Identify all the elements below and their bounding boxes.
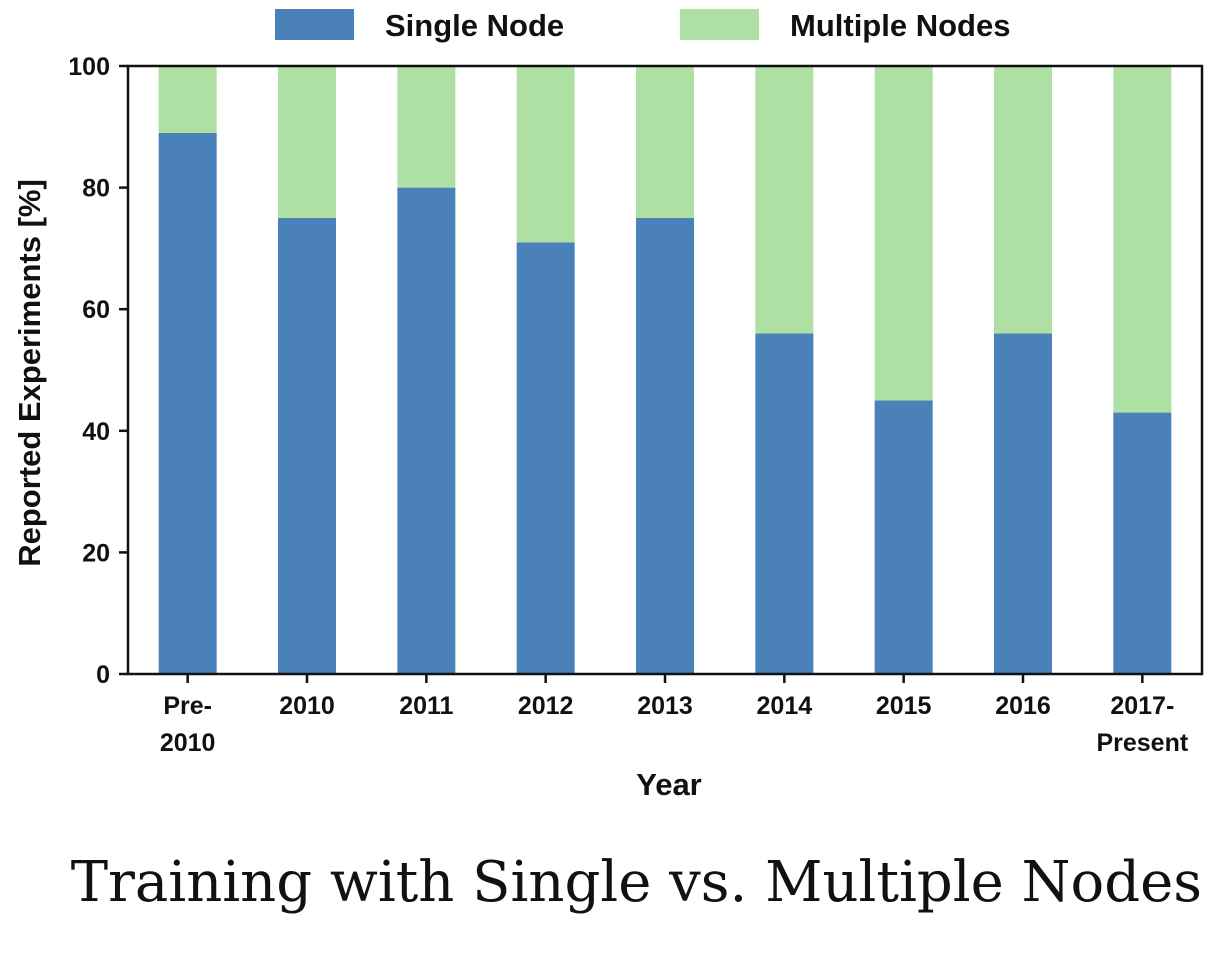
x-tick-label: 2013 <box>637 692 693 720</box>
x-tick-label: 2016 <box>995 692 1051 720</box>
legend-swatch-multiple-nodes <box>680 9 759 40</box>
x-axis-title: Year <box>636 767 702 802</box>
chart-caption: Training with Single vs. Multiple Nodes <box>0 850 1218 915</box>
bar-single-node-4 <box>636 218 694 674</box>
y-tick-label: 20 <box>82 539 110 567</box>
x-tick-label: 2012 <box>518 692 574 720</box>
caption-text: Training with Single vs. Multiple Nodes <box>70 850 1202 915</box>
x-tick-label: 2010 <box>279 692 335 720</box>
y-axis-title: Reported Experiments [%] <box>12 179 47 567</box>
x-tick-label: 2017-Present <box>1096 692 1188 757</box>
legend: Single Node Multiple Nodes <box>275 8 1010 43</box>
bar-single-node-6 <box>874 400 933 674</box>
y-tick-label: 100 <box>68 53 110 81</box>
bar-single-node-7 <box>994 333 1052 674</box>
legend-label-single-node: Single Node <box>385 8 564 43</box>
legend-swatch-single-node <box>275 9 354 40</box>
y-tick-label: 80 <box>82 175 110 203</box>
bar-multiple-nodes-2 <box>397 66 456 188</box>
legend-label-multiple-nodes: Multiple Nodes <box>790 8 1010 43</box>
bar-single-node-2 <box>397 187 456 674</box>
bar-single-node-3 <box>516 242 575 674</box>
bar-single-node-0 <box>158 132 217 674</box>
bar-multiple-nodes-8 <box>1113 66 1172 413</box>
bar-multiple-nodes-0 <box>158 66 217 133</box>
x-tick-label: 2015 <box>876 692 932 720</box>
y-tick-label: 0 <box>96 661 110 689</box>
y-tick-label: 40 <box>82 418 110 446</box>
y-tick-label: 60 <box>82 296 110 324</box>
bar-multiple-nodes-3 <box>516 66 575 243</box>
x-tick-label: 2014 <box>757 692 813 720</box>
x-tick-label: 2011 <box>399 692 453 720</box>
bars <box>158 66 1172 674</box>
y-axis-ticks: 0 20 40 60 80 100 <box>68 53 128 689</box>
bar-multiple-nodes-7 <box>994 66 1052 334</box>
bar-multiple-nodes-4 <box>636 66 694 218</box>
x-tick-label: Pre-2010 <box>160 692 216 757</box>
x-axis-ticks: Pre-2010 2010 2011 2012 2013 2014 2015 2016 2017… <box>160 674 1189 757</box>
bar-multiple-nodes-6 <box>874 66 933 401</box>
bar-multiple-nodes-1 <box>278 66 336 218</box>
bar-single-node-1 <box>278 218 336 674</box>
bar-single-node-5 <box>755 333 814 674</box>
bar-single-node-8 <box>1113 412 1172 674</box>
bar-multiple-nodes-5 <box>755 66 814 334</box>
